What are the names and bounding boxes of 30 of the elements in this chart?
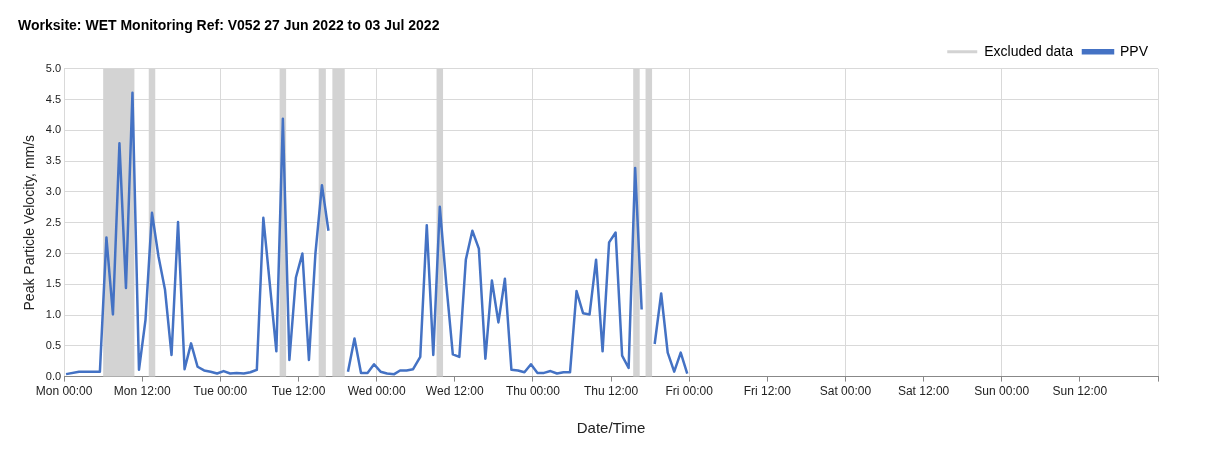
x-tick-label: Mon 00:00 — [35, 384, 93, 399]
y-tick-label: 3.0 — [45, 184, 62, 197]
y-tick-label: 4.0 — [45, 123, 62, 136]
y-tick-label: 3.5 — [45, 154, 62, 167]
x-tick-label: Sat 00:00 — [819, 384, 872, 399]
y-tick-label: 0.5 — [45, 338, 62, 351]
x-tick-label: Fri 12:00 — [743, 384, 792, 399]
legend-label: PPV — [1119, 42, 1149, 59]
y-tick-label: 2.5 — [45, 215, 62, 228]
x-tick-label: Tue 00:00 — [193, 384, 248, 399]
legend-label: Excluded data — [984, 42, 1074, 59]
y-tick-label: 5.0 — [45, 61, 62, 74]
x-tick-label: Thu 12:00 — [584, 384, 639, 399]
x-axis-title: Date/Time — [576, 419, 646, 437]
x-tick-label: Mon 12:00 — [113, 384, 171, 399]
y-tick-label: 1.0 — [45, 308, 62, 321]
y-tick-label: 4.5 — [45, 92, 62, 105]
chart-title: Worksite: WET Monitoring Ref: V052 27 Jun 2022 to 03 Jul 2022 — [18, 17, 440, 34]
x-tick-label: Sat 12:00 — [897, 384, 950, 399]
x-tick-label: Fri 00:00 — [665, 384, 714, 399]
x-tick-label: Wed 00:00 — [347, 384, 406, 399]
x-tick-label: Sun 00:00 — [974, 384, 1030, 399]
y-tick-label: 2.0 — [45, 246, 62, 259]
x-tick-label: Tue 12:00 — [271, 384, 326, 399]
y-tick-label: 0.0 — [45, 369, 62, 382]
x-tick-label: Sun 12:00 — [1052, 384, 1108, 399]
x-tick-label: Wed 12:00 — [425, 384, 485, 399]
y-tick-label: 1.5 — [45, 277, 62, 290]
y-axis-title: Peak Particle Velocity, mm/s — [21, 134, 38, 311]
x-tick-label: Thu 00:00 — [505, 384, 561, 399]
